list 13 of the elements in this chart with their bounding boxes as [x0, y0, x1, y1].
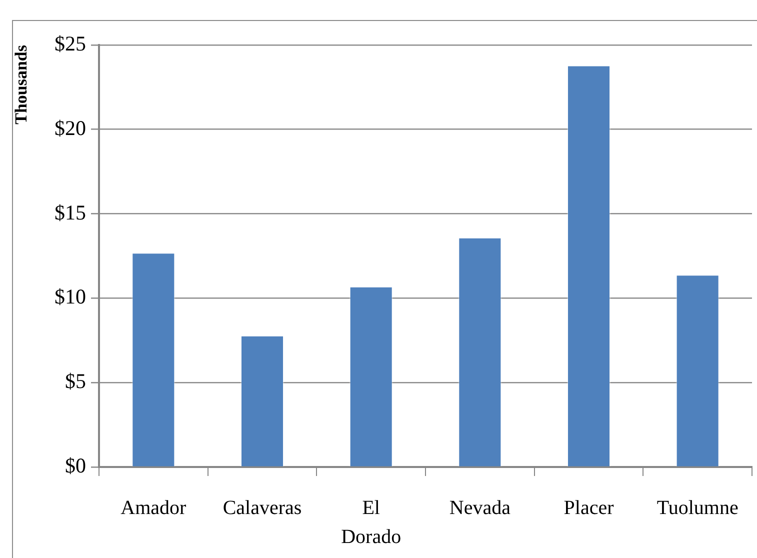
x-tick-label: Placer	[564, 496, 614, 519]
x-tick-label: Tuolumne	[656, 496, 738, 519]
y-tick-label: $5	[65, 369, 86, 394]
y-tick-label: $25	[54, 32, 86, 56]
y-tick-label: $15	[54, 200, 86, 224]
y-tick-label: $10	[54, 284, 86, 309]
x-tick-label: Nevada	[449, 496, 511, 519]
y-tick-label: $0	[65, 454, 86, 478]
x-tick-label: El Dorado	[341, 496, 402, 548]
x-tick-label: Calaveras	[222, 496, 302, 519]
y-axis-title: Thousands	[12, 44, 31, 124]
x-tick-label: Amador	[120, 496, 187, 519]
y-tick-label: $20	[54, 116, 86, 140]
